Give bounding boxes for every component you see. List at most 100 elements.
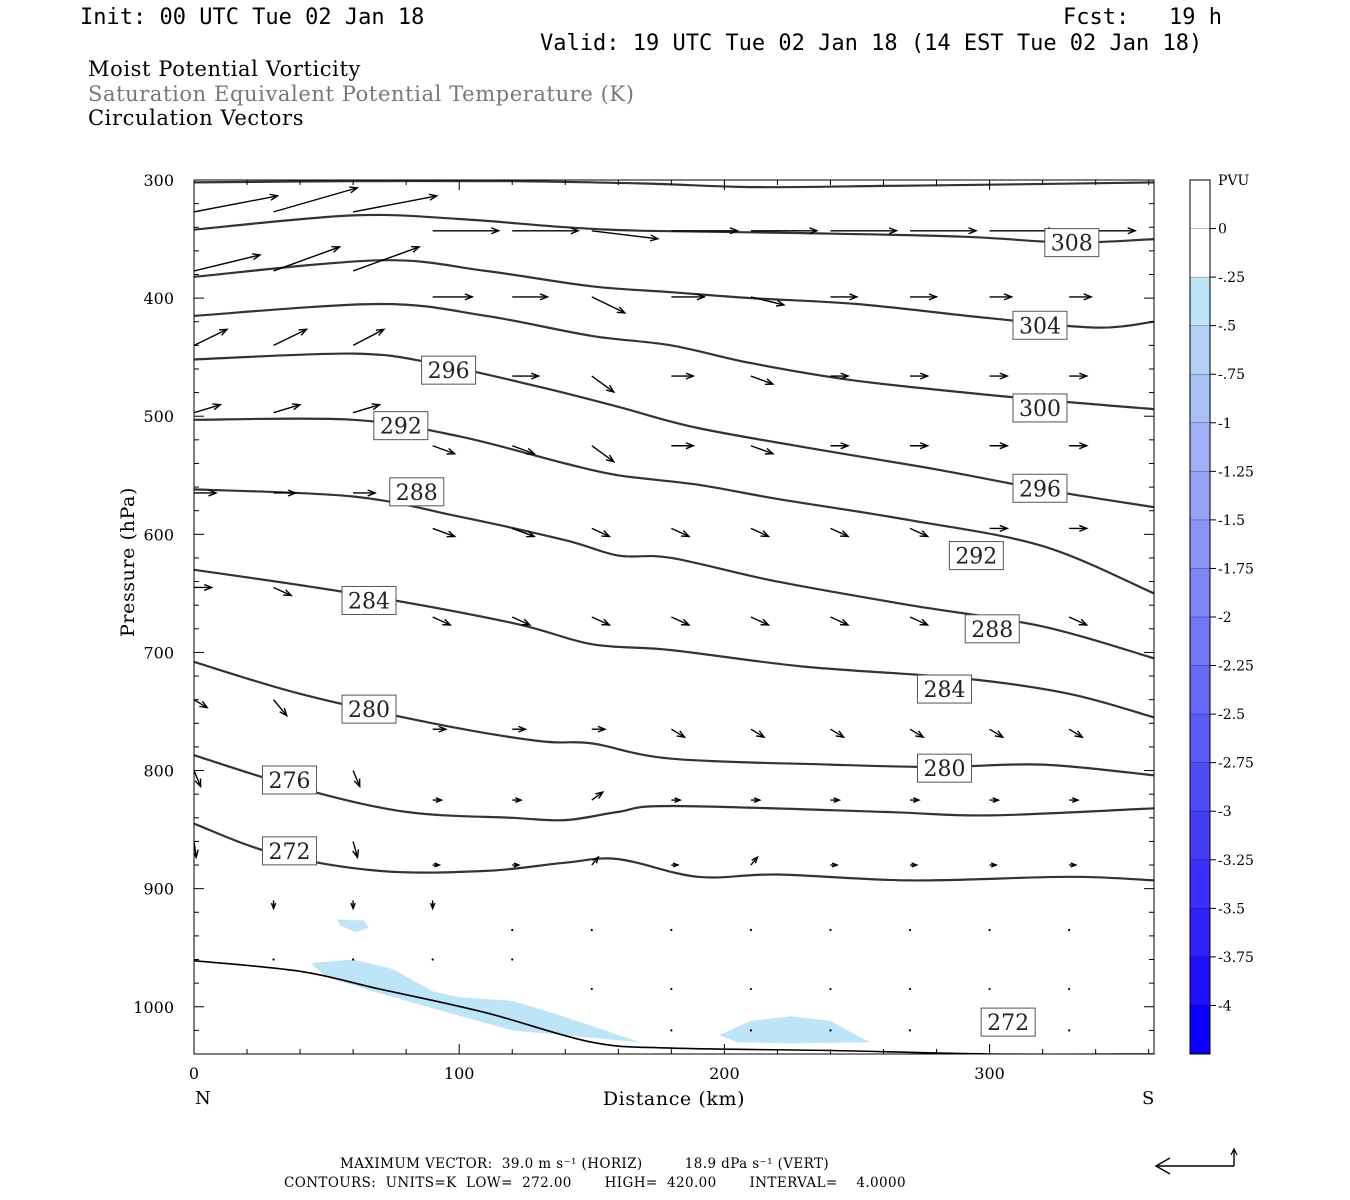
vector-head: [1083, 293, 1094, 301]
colorbar-swatch: [1190, 665, 1210, 715]
contour-label: 284: [916, 674, 972, 704]
circulation-vector: [1069, 524, 1089, 533]
vector-head: [464, 293, 475, 301]
vector-head: [919, 442, 930, 450]
vector-head: [350, 902, 356, 911]
contour-label-box: [341, 694, 397, 724]
circulation-vector: [272, 958, 275, 961]
vector-head: [428, 193, 439, 201]
y-tick-label: 600: [143, 525, 174, 544]
circulation-vector: [432, 527, 457, 538]
vector-shaft: [591, 527, 610, 538]
vector-head: [999, 524, 1010, 533]
circulation-vector: [1069, 442, 1089, 450]
vector-head: [513, 862, 521, 868]
vector-dot: [511, 958, 514, 961]
vector-head: [605, 384, 616, 394]
vector-head: [831, 862, 839, 868]
circulation-vector: [432, 797, 444, 803]
footer-max-vector: MAXIMUM VECTOR: 39.0 m s⁻¹ (HORIZ) 18.9 …: [340, 1156, 830, 1172]
contour-label-text: 276: [268, 769, 310, 794]
colorbar-tick-label: 0: [1218, 222, 1227, 238]
vector-head: [751, 855, 759, 864]
vector-head: [1127, 227, 1138, 235]
vector-dot: [352, 958, 355, 961]
y-tick-label: 700: [143, 643, 174, 662]
vector-head: [756, 730, 766, 739]
contour-label-text: 288: [971, 618, 1013, 643]
vector-head: [840, 618, 850, 626]
pv-region-1: [337, 919, 369, 933]
circulation-vector: [909, 616, 930, 626]
contour-label-box: [948, 541, 1004, 571]
colorbar-swatch: [1190, 471, 1210, 521]
contour-label: 308: [1044, 228, 1100, 258]
contour-label-text: 284: [348, 589, 390, 614]
reference-vector-head: [1154, 1157, 1171, 1175]
circulation-vector: [512, 372, 541, 380]
contour-label: 292: [948, 541, 1004, 571]
vector-head: [269, 193, 280, 201]
init-time: Init: 00 UTC Tue 02 Jan 18: [80, 5, 425, 30]
colorbar-swatch: [1190, 374, 1210, 424]
vector-head: [999, 372, 1010, 380]
circulation-vector: [432, 227, 501, 235]
vector-head: [349, 186, 359, 194]
vector-dot: [749, 1029, 753, 1032]
circulation-vector: [750, 296, 786, 307]
circulation-vector: [750, 616, 771, 626]
contour-label-box: [261, 836, 317, 866]
vector-head: [521, 618, 532, 626]
circulation-vector: [910, 862, 919, 868]
contour-label-text: 292: [955, 545, 997, 570]
vector-shaft: [750, 616, 769, 626]
circulation-vector: [432, 616, 452, 626]
vector-shaft: [273, 404, 301, 414]
footer-contours: CONTOURS: UNITS=K LOW= 272.00 HIGH= 420.…: [284, 1175, 907, 1191]
circulation-vector: [988, 928, 991, 932]
circulation-vector: [908, 1029, 912, 1032]
circulation-vector: [909, 728, 925, 739]
vector-head: [331, 245, 342, 253]
circulation-vector: [591, 230, 660, 242]
y-tick-label: 800: [143, 762, 174, 781]
circulation-vector: [352, 328, 386, 346]
contour-label-box: [1012, 310, 1068, 340]
vector-head: [840, 442, 850, 450]
y-axis-label: Pressure (hPa): [117, 487, 139, 637]
vector-head: [592, 855, 600, 864]
contour-label-box: [373, 411, 429, 441]
circulation-vector: [1069, 372, 1089, 380]
contour-label-box: [261, 765, 317, 795]
vector-head: [438, 725, 448, 733]
vector-dot: [829, 928, 832, 932]
colorbar-tick-label: -4: [1218, 998, 1232, 1014]
circulation-vector: [352, 958, 355, 961]
plot-area: [194, 180, 1154, 1054]
circulation-vector: [830, 527, 850, 538]
circulation-vector: [749, 928, 753, 932]
circulation-vector: [591, 375, 616, 394]
vector-dot: [908, 1029, 912, 1032]
vector-head: [696, 293, 707, 301]
vector-head: [279, 707, 288, 718]
vector-head: [298, 328, 309, 336]
vector-head: [764, 378, 775, 386]
circulation-vector: [194, 583, 214, 592]
pv-region-0: [310, 959, 640, 1043]
circulation-vector: [194, 699, 209, 709]
circulation-vector: [194, 489, 218, 497]
circulation-vector: [908, 928, 912, 932]
circulation-vector: [511, 928, 514, 932]
vector-head: [490, 227, 501, 235]
contour-label: 300: [1012, 393, 1068, 423]
vector-head: [775, 299, 786, 307]
vector-shaft: [432, 616, 451, 626]
circulation-vector: [591, 296, 627, 314]
vector-head: [919, 618, 930, 626]
contour-label-text: 272: [268, 840, 310, 865]
vector-shaft: [591, 296, 626, 314]
vector-head: [685, 442, 696, 450]
circulation-vector: [671, 862, 680, 868]
y-tick-label: 400: [143, 289, 174, 308]
